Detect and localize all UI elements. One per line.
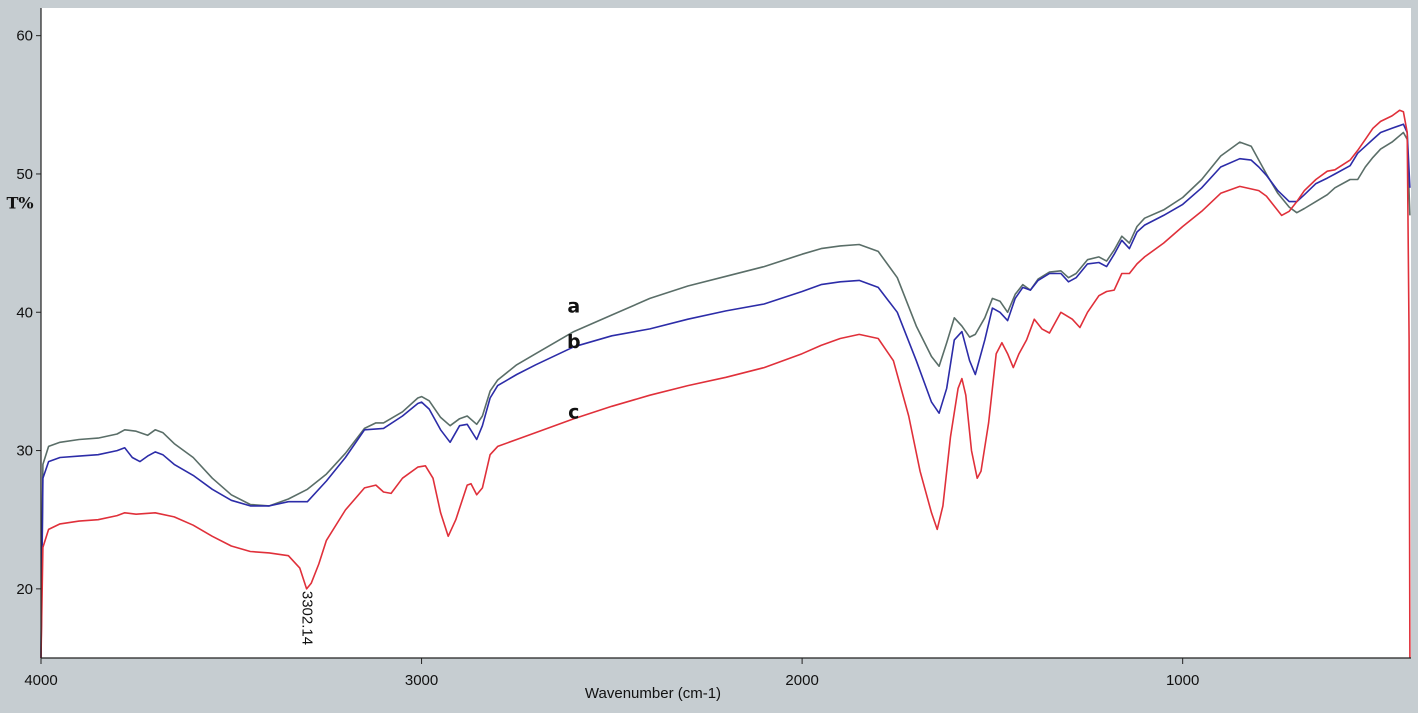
series-c-label: c	[568, 402, 579, 424]
series-b-line	[40, 123, 1411, 659]
x-tick-label: 1000	[1166, 672, 1199, 689]
y-tick-label: 40	[16, 304, 33, 321]
plot-area	[41, 8, 1411, 658]
x-axis-ticks: 4000 3000 2000 1000	[24, 658, 1199, 689]
series-a-label: a	[567, 295, 580, 317]
series-b-label: b	[567, 331, 581, 353]
y-axis-label: T%	[6, 194, 33, 213]
x-tick-label: 3000	[405, 672, 438, 689]
y-tick-label: 30	[16, 443, 33, 460]
x-tick-label: 4000	[24, 672, 57, 689]
peak-annotation: 3302.14	[299, 591, 316, 645]
x-axis-label: Wavenumber (cm-1)	[585, 685, 721, 702]
series-layer	[40, 109, 1411, 659]
series-c-line	[40, 109, 1411, 659]
y-tick-label: 20	[16, 581, 33, 598]
x-tick-label: 2000	[785, 672, 818, 689]
series-labels: ab c	[567, 295, 581, 423]
y-tick-label: 50	[16, 166, 33, 183]
y-axis-ticks: 20 30 40 50 60	[16, 28, 41, 598]
y-tick-label: 60	[16, 28, 33, 45]
